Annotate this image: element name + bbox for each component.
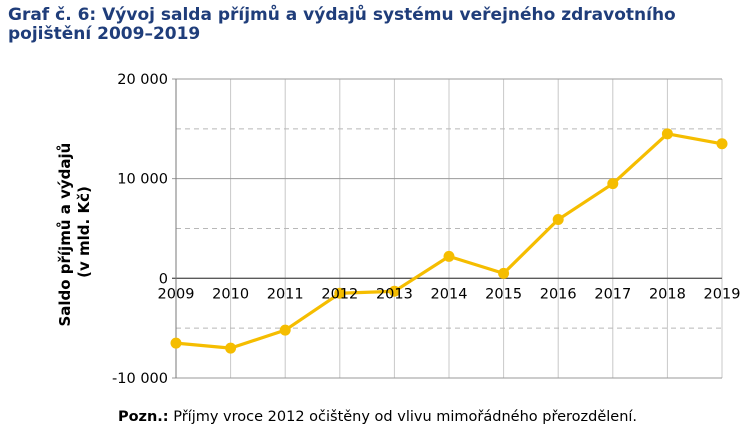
x-tick-label: 2009 xyxy=(158,286,195,302)
data-point xyxy=(388,285,400,297)
x-tick-label: 2010 xyxy=(212,286,249,302)
footnote-text: Příjmy vroce 2012 očištěny od vlivu mimo… xyxy=(173,409,638,425)
y-tick-label: 20 000 xyxy=(117,72,168,88)
y-tick-label: 10 000 xyxy=(117,172,168,188)
x-tick-label: 2018 xyxy=(649,286,686,302)
y-axis-label-line-1: Saldo příjmů a výdajů xyxy=(56,143,74,327)
chart-title: Graf č. 6: Vývoj salda příjmů a výdajů s… xyxy=(8,5,676,44)
x-tick-label: 2013 xyxy=(376,286,413,302)
chart: -10 000 0 10 000 20 000 2009 2010 2011 2012 2013… xyxy=(56,72,741,387)
footnote-label: Pozn.: xyxy=(117,409,169,425)
x-tick-label: 2012 xyxy=(321,286,358,302)
data-point xyxy=(225,342,237,354)
x-tick-label: 2019 xyxy=(704,286,741,302)
data-point xyxy=(279,324,291,336)
data-point xyxy=(661,128,673,140)
data-point xyxy=(170,337,182,349)
y-tick-label: -10 000 xyxy=(112,371,168,387)
data-point xyxy=(716,138,728,150)
x-tick-label: 2011 xyxy=(267,286,304,302)
y-axis-label-line-2: (v mld. Kč) xyxy=(75,186,93,278)
data-point xyxy=(607,178,619,190)
y-axis-label: Saldo příjmů a výdajů (v mld. Kč) xyxy=(56,137,93,326)
x-tick-label: 2017 xyxy=(594,286,631,302)
x-tick-label: 2015 xyxy=(485,286,522,302)
data-point xyxy=(334,287,346,299)
footnote: Pozn.: Příjmy vroce 2012 očištěny od vli… xyxy=(0,409,755,425)
data-point xyxy=(498,267,510,279)
data-point xyxy=(443,250,455,262)
y-tick-label: 0 xyxy=(159,271,168,287)
x-tick-label: 2014 xyxy=(431,286,468,302)
x-tick-label: 2016 xyxy=(540,286,577,302)
data-point xyxy=(552,214,564,226)
